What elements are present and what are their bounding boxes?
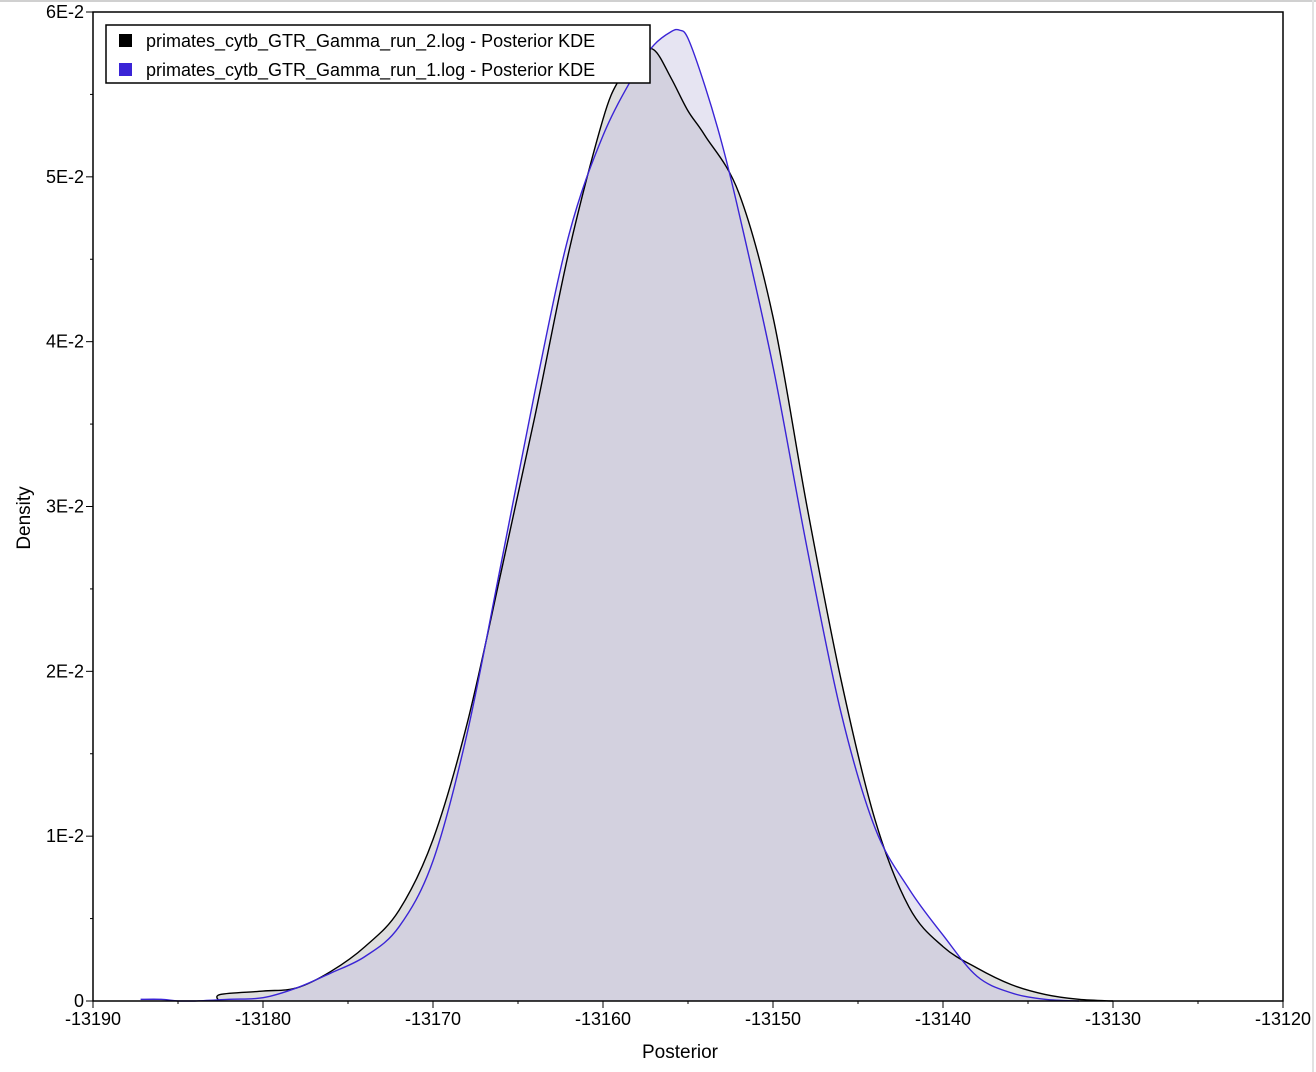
series-area-run-1 <box>140 29 1080 1001</box>
y-axis: 0 1E-2 2E-2 3E-2 4E-2 5E-2 6E-2 <box>46 2 93 1011</box>
y-tick-label: 4E-2 <box>46 332 84 352</box>
legend-swatch-run-2 <box>119 34 132 47</box>
legend-box <box>105 24 651 84</box>
x-tick-label: -13150 <box>745 1009 801 1029</box>
series-layer <box>140 28 1114 1002</box>
x-tick-label: -13190 <box>65 1009 121 1029</box>
x-axis-title: Posterior <box>642 1042 719 1063</box>
y-tick-label: 6E-2 <box>46 2 84 22</box>
x-tick-label: -13180 <box>235 1009 291 1029</box>
x-tick-label: -13140 <box>915 1009 971 1029</box>
y-tick-label: 5E-2 <box>46 167 84 187</box>
y-tick-label: 3E-2 <box>46 497 84 517</box>
series-area-run-2 <box>216 47 1114 1001</box>
x-tick-label: -13130 <box>1085 1009 1141 1029</box>
legend-label-run-2: primates_cytb_GTR_Gamma_run_2.log - Post… <box>146 31 595 52</box>
x-tick-label: -13160 <box>575 1009 631 1029</box>
y-tick-label: 1E-2 <box>46 826 84 846</box>
legend-swatch-run-1 <box>119 63 132 76</box>
x-axis: -13190 -13180 -13170 -13160 -13150 -13140 -131… <box>65 1001 1311 1029</box>
legend: primates_cytb_GTR_Gamma_run_2.log - Post… <box>105 24 651 84</box>
series-line-run-2 <box>216 47 1114 1002</box>
x-tick-label: -13120 <box>1255 1009 1311 1029</box>
y-tick-label: 2E-2 <box>46 661 84 681</box>
y-axis-title: Density <box>14 486 35 550</box>
y-tick-label: 0 <box>74 991 84 1011</box>
legend-label-run-1: primates_cytb_GTR_Gamma_run_1.log - Post… <box>146 60 595 81</box>
x-tick-label: -13170 <box>405 1009 461 1029</box>
